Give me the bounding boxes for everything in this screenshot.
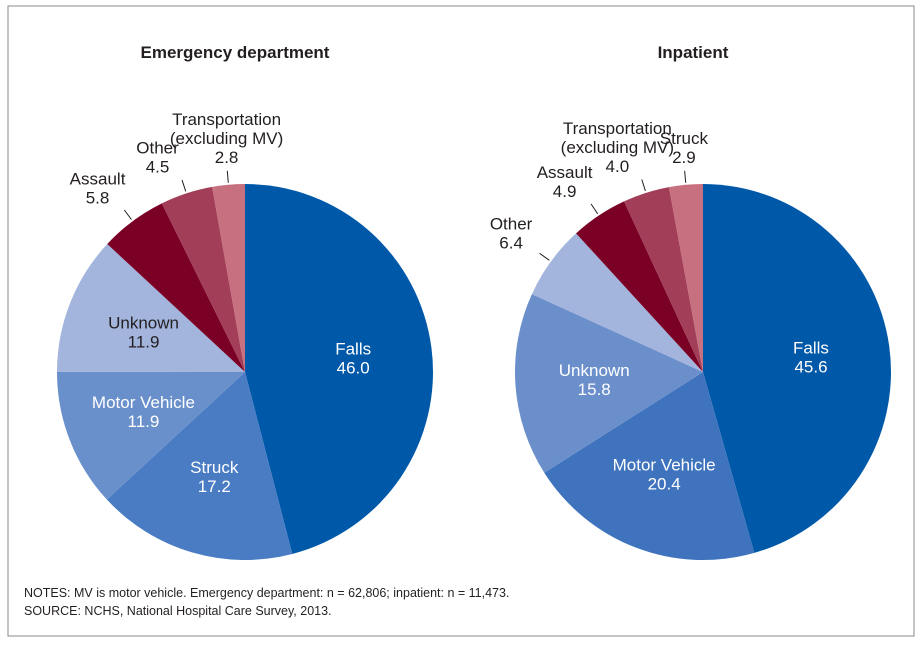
pie-slice xyxy=(531,233,703,372)
slice-label: Unknown 15.8 xyxy=(559,361,630,399)
pie-slice xyxy=(576,201,703,372)
slice-label: Transportation (excluding MV) 2.8 xyxy=(170,110,283,167)
category-label: Falls xyxy=(793,338,829,357)
value-label: 11.9 xyxy=(128,412,160,431)
pie-slice xyxy=(245,184,433,554)
slice-label: Transportation (excluding MV) 4.0 xyxy=(561,119,674,176)
slice-label: Assault 5.8 xyxy=(70,170,126,208)
value-label: 4.0 xyxy=(606,157,630,176)
value-label: 11.9 xyxy=(128,333,160,352)
category-label: Struck xyxy=(190,458,239,477)
pie-slice xyxy=(57,244,246,372)
value-label: 20.4 xyxy=(648,474,681,493)
pie-slice xyxy=(161,186,245,372)
slice-label: Other 6.4 xyxy=(490,215,533,253)
leader-line xyxy=(641,179,646,192)
leader-line xyxy=(181,179,187,192)
slice-label: Motor Vehicle 20.4 xyxy=(613,455,716,493)
slice-label: Assault 4.9 xyxy=(537,163,593,201)
value-label: 6.4 xyxy=(499,234,523,253)
leader-line xyxy=(684,170,687,183)
value-label: 2.8 xyxy=(215,148,239,167)
category-label: Motor Vehicle xyxy=(92,393,195,412)
pie-slice xyxy=(107,203,246,372)
leader-line xyxy=(539,252,550,261)
pie-slice xyxy=(668,184,703,372)
pie-slice xyxy=(57,371,245,500)
slice-label: Motor Vehicle 11.9 xyxy=(92,393,195,431)
category-label: Other xyxy=(490,215,533,234)
value-label: 45.6 xyxy=(794,357,827,376)
category-label: Assault xyxy=(70,170,126,189)
category-label: Unknown xyxy=(559,361,630,380)
value-label: 15.8 xyxy=(578,380,611,399)
source: SOURCE: NCHS, National Hospital Care Sur… xyxy=(24,604,332,618)
pie-slice xyxy=(212,184,245,372)
notes: NOTES: MV is motor vehicle. Emergency de… xyxy=(24,586,509,600)
category-label: Transportation xyxy=(563,119,672,138)
pie-slice xyxy=(703,183,891,553)
leader-line xyxy=(123,209,132,220)
chart-title: Emergency department xyxy=(141,43,330,62)
value-label: 2.9 xyxy=(672,148,696,167)
category-label: (excluding MV) xyxy=(561,138,674,157)
pie-slice xyxy=(544,372,755,560)
pie-slice xyxy=(106,372,293,560)
pie-slice xyxy=(624,187,703,372)
slice-label: Other 4.5 xyxy=(136,138,179,176)
slice-label: Unknown 11.9 xyxy=(108,314,179,352)
slice-label: Struck 2.9 xyxy=(660,129,709,167)
slice-label: Falls 46.0 xyxy=(335,340,371,378)
category-label: Struck xyxy=(660,129,709,148)
value-label: 4.5 xyxy=(146,157,170,176)
leader-line xyxy=(226,170,229,183)
value-label: 5.8 xyxy=(86,189,110,208)
category-label: Motor Vehicle xyxy=(613,455,716,474)
value-label: 46.0 xyxy=(337,359,370,378)
leader-line xyxy=(590,203,599,215)
category-label: (excluding MV) xyxy=(170,129,283,148)
slice-label: Falls 45.6 xyxy=(793,338,829,376)
value-label: 4.9 xyxy=(553,182,577,201)
value-label: 17.2 xyxy=(198,477,231,496)
category-label: Unknown xyxy=(108,314,179,333)
pie-slice xyxy=(515,294,703,473)
category-label: Falls xyxy=(335,340,371,359)
category-label: Transportation xyxy=(172,110,281,129)
category-label: Other xyxy=(136,138,179,157)
slice-label: Struck 17.2 xyxy=(190,458,239,496)
category-label: Assault xyxy=(537,163,593,182)
chart-title: Inpatient xyxy=(658,43,729,62)
